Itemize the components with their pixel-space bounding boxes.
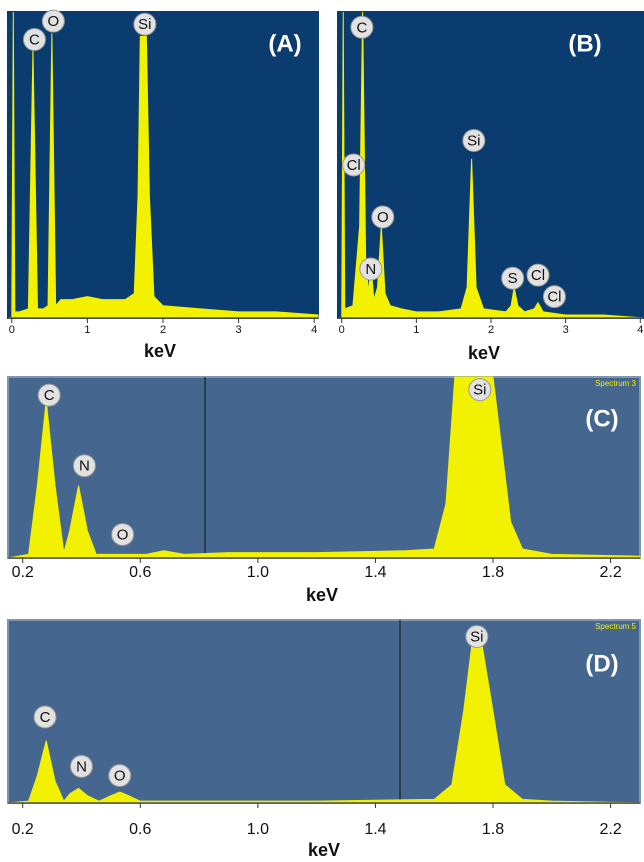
x-axis-label: keV <box>308 840 340 860</box>
x-tick-label: 1.8 <box>482 564 504 581</box>
panel-title: (B) <box>568 30 601 57</box>
x-tick-label: 0 <box>339 324 345 336</box>
peak-label: C <box>29 32 40 49</box>
peak-label: C <box>40 709 51 726</box>
x-tick-label: 4 <box>311 324 317 336</box>
x-tick-label: 1 <box>84 324 90 336</box>
x-axis-label: keV <box>306 585 338 605</box>
x-tick-label: 0.6 <box>129 564 151 581</box>
peak-label: O <box>114 768 126 785</box>
x-tick-label: 0.2 <box>12 821 34 838</box>
peak-label: N <box>76 758 87 775</box>
peak-label: Si <box>473 382 486 399</box>
x-tick-label: 2 <box>160 324 166 336</box>
x-tick-label: 3 <box>236 324 242 336</box>
peak-label: Cl <box>531 267 545 284</box>
figure: 01234keV(A)COSi01234keV(B)CClONSiSClCl0.… <box>0 0 644 862</box>
x-tick-label: 1.4 <box>364 821 386 838</box>
plot-background <box>8 620 640 803</box>
x-tick-label: 1.4 <box>364 564 386 581</box>
x-tick-label: 3 <box>563 324 569 336</box>
peak-label: Si <box>467 132 480 149</box>
page: 01234keV(A)COSi01234keV(B)CClONSiSClCl0.… <box>0 0 644 862</box>
peak-label: S <box>508 270 518 287</box>
x-tick-label: 1 <box>413 324 419 336</box>
x-axis-label: keV <box>468 343 500 363</box>
x-tick-label: 1.0 <box>247 564 269 581</box>
x-tick-label: 2.2 <box>599 821 621 838</box>
peak-label: Si <box>138 16 151 33</box>
x-tick-label: 1.8 <box>482 821 504 838</box>
x-axis-label: keV <box>144 341 176 361</box>
peak-label: Si <box>470 628 483 645</box>
peak-label: N <box>365 261 376 278</box>
peak-label: N <box>79 458 90 475</box>
peak-label: O <box>377 209 389 226</box>
x-tick-label: 0 <box>9 324 15 336</box>
peak-label: Cl <box>347 157 361 174</box>
x-tick-label: 0.6 <box>129 821 151 838</box>
x-tick-label: 2 <box>488 324 494 336</box>
x-tick-label: 2.2 <box>599 564 621 581</box>
x-tick-label: 4 <box>637 324 643 336</box>
panel-title: (C) <box>585 405 618 432</box>
peak-label: O <box>117 526 129 543</box>
peak-label: C <box>356 19 367 36</box>
spectrum-label: Spectrum 5 <box>595 622 636 631</box>
x-tick-label: 1.0 <box>247 821 269 838</box>
peak-label: O <box>48 13 60 30</box>
peak-label: C <box>44 387 55 404</box>
plot-background <box>8 377 640 558</box>
x-tick-label: 0.2 <box>12 564 34 581</box>
peak-label: Cl <box>547 289 561 306</box>
panel-title: (A) <box>268 30 301 57</box>
panel-title: (D) <box>585 650 618 677</box>
spectrum-label: Spectrum 3 <box>595 379 636 388</box>
